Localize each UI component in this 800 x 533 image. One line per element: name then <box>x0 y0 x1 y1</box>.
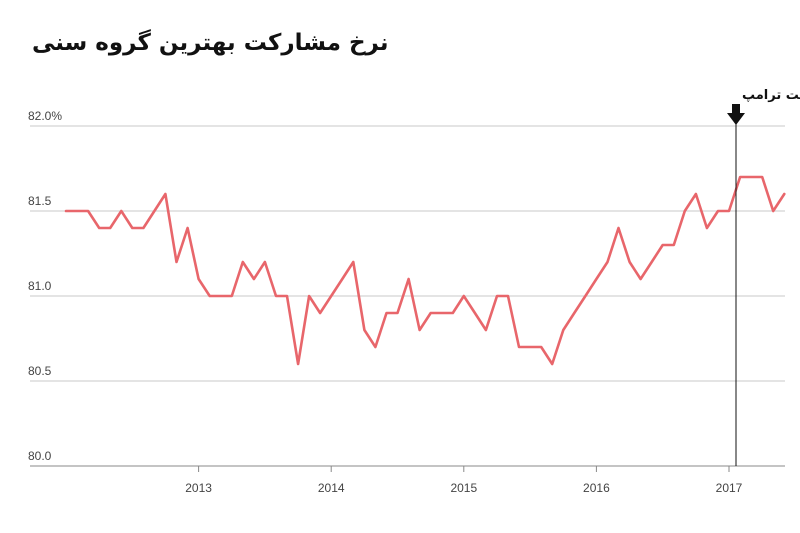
x-tick-label: 2015 <box>450 481 477 495</box>
x-tick-label: 2016 <box>583 481 610 495</box>
grid-lines <box>30 125 785 467</box>
x-tick-labels: 2013 2014 2015 2016 2017 <box>185 466 743 495</box>
y-tick-label: 80.5 <box>28 364 52 378</box>
annotation-label: شروع مدیریت ترامپ <box>742 88 800 103</box>
x-tick-label: 2017 <box>716 481 743 495</box>
y-tick-label: 80.0 <box>28 449 52 463</box>
y-tick-label: 82.0% <box>28 109 62 123</box>
x-tick-label: 2014 <box>318 481 345 495</box>
y-tick-labels: 82.0% 81.5 81.0 80.5 80.0 <box>28 109 62 463</box>
annotation-group: شروع مدیریت ترامپ <box>727 88 800 466</box>
chart-title: نرخ مشارکت بهترین گروه سنی <box>32 30 389 56</box>
y-tick-label: 81.5 <box>28 194 52 208</box>
series-line <box>64 175 786 366</box>
y-tick-label: 81.0 <box>28 279 52 293</box>
series-group <box>64 175 786 366</box>
arrow-down-icon <box>727 104 745 125</box>
x-tick-label: 2013 <box>185 481 212 495</box>
